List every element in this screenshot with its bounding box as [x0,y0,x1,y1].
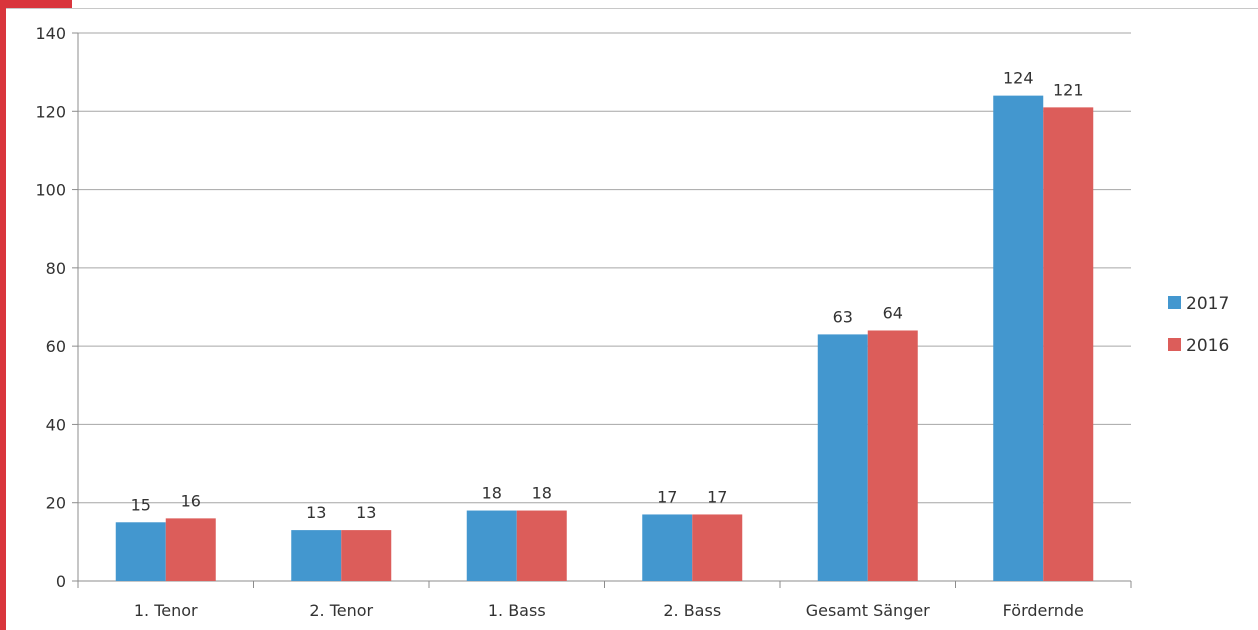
data-label: 17 [707,487,727,506]
y-tick-label: 40 [46,415,66,434]
x-tick-label: Gesamt Sänger [806,601,930,620]
bar-2017 [291,530,342,581]
bar-2016 [341,530,392,581]
bar-2016 [516,510,567,581]
data-label: 63 [833,307,853,326]
bar-2016 [867,330,918,581]
bar-2017 [466,510,517,581]
legend-label: 2017 [1186,294,1229,314]
data-label: 16 [181,491,201,510]
accent-block [0,0,72,8]
x-tick-label: 2. Bass [663,601,721,620]
axes: 0 20 40 60 80 100 120 140 1. Tenor 2. Tenor 1. Bas… [35,24,1132,620]
y-tick-label: 20 [46,494,66,513]
data-label: 124 [1003,69,1034,88]
data-label: 121 [1053,80,1084,99]
y-tick-label: 100 [35,181,66,200]
y-tick-label: 60 [46,337,66,356]
legend-swatch-2017 [1168,296,1181,309]
data-labels: 15 16 13 13 18 18 17 17 63 64 124 121 [131,69,1084,522]
bars [115,95,1094,581]
y-tick-label: 0 [56,572,66,591]
data-label: 13 [356,503,376,522]
gridlines [78,32,1131,504]
legend-label: 2016 [1186,336,1229,356]
data-label: 15 [131,495,151,514]
bar-2017 [993,95,1044,581]
accent-bar [0,0,6,630]
x-tick-label: Fördernde [1003,601,1084,620]
chart-frame [6,8,1258,630]
bar-2017 [115,522,166,581]
legend: 2017 2016 [1168,294,1229,356]
bar-2016 [1043,107,1094,581]
bar-2016 [692,514,743,581]
bar-2016 [165,518,216,581]
y-tick-label: 120 [35,102,66,121]
x-tick-label: 1. Bass [488,601,546,620]
legend-swatch-2016 [1168,338,1181,351]
x-tick-label: 1. Tenor [134,601,198,620]
bar-2017 [642,514,693,581]
data-label: 17 [657,487,677,506]
y-tick-label: 140 [35,24,66,43]
data-label: 13 [306,503,326,522]
data-label: 64 [883,303,903,322]
data-label: 18 [532,484,552,503]
bar-2017 [817,334,868,581]
data-label: 18 [482,484,502,503]
y-tick-label: 80 [46,259,66,278]
x-tick-label: 2. Tenor [309,601,373,620]
